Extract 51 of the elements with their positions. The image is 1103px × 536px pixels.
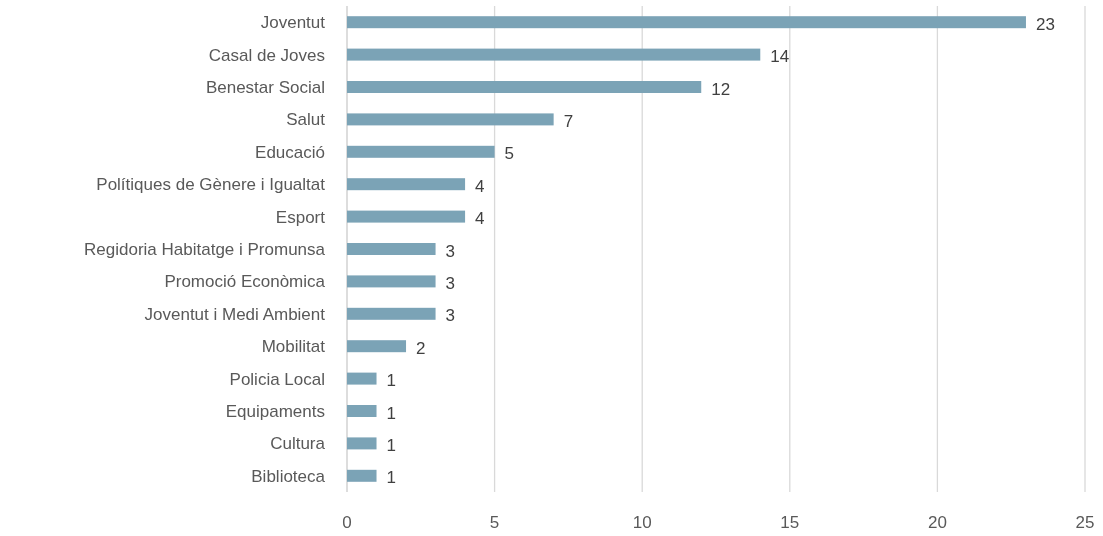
- y-tick-label: Joventut: [260, 13, 326, 33]
- y-tick-label: Regidoria Habitatge i Promunsa: [84, 239, 326, 259]
- y-tick-label: Casal de Joves: [208, 45, 325, 65]
- y-tick-label: Salut: [286, 110, 326, 130]
- x-tick-label: 10: [632, 513, 652, 532]
- y-tick-label: Biblioteca: [251, 466, 326, 486]
- data-label: 5: [504, 144, 515, 164]
- x-tick-label: 5: [489, 513, 500, 532]
- y-tick-label: Esport: [275, 207, 326, 227]
- bar: [347, 48, 761, 61]
- data-label: 12: [711, 79, 731, 99]
- y-tick-label: Cultura: [270, 434, 326, 454]
- y-tick-label: Policia Local: [229, 369, 325, 389]
- bar: [347, 307, 436, 320]
- data-label: 1: [386, 371, 396, 391]
- data-label: 4: [475, 209, 485, 229]
- bar: [347, 437, 377, 450]
- bar: [347, 16, 1026, 29]
- x-tick-label: 20: [927, 513, 947, 532]
- y-tick-label: Polítiques de Gènere i Igualtat: [96, 175, 326, 195]
- y-tick-label: Equipaments: [225, 401, 325, 421]
- data-label: 23: [1035, 14, 1055, 34]
- bar: [347, 210, 466, 223]
- data-label: 3: [445, 274, 456, 294]
- data-label: 1: [386, 436, 396, 456]
- bar: [347, 405, 377, 417]
- bar: [347, 145, 495, 158]
- bar: [347, 243, 436, 255]
- data-label: 7: [563, 112, 574, 132]
- bar: [347, 178, 466, 191]
- data-label: 4: [475, 176, 485, 196]
- bar: [347, 372, 377, 385]
- y-tick-label: Joventut i Medi Ambient: [144, 304, 326, 324]
- bar: [347, 469, 377, 482]
- y-tick-label: Promoció Econòmica: [164, 272, 326, 292]
- x-tick-label: 15: [780, 513, 800, 532]
- data-label: 3: [445, 241, 456, 261]
- y-tick-label: Benestar Social: [205, 77, 325, 97]
- x-tick-label: 0: [342, 513, 352, 532]
- data-label: 1: [386, 468, 396, 488]
- data-label: 2: [416, 338, 426, 358]
- y-tick-label: Mobilitat: [261, 337, 326, 357]
- bar: [347, 113, 554, 126]
- data-label: 1: [386, 403, 396, 423]
- bar: [347, 275, 436, 288]
- y-tick-label: Educació: [255, 142, 325, 162]
- bar: [347, 340, 407, 353]
- data-label: 14: [770, 47, 790, 67]
- x-tick-label: 25: [1075, 513, 1095, 532]
- data-label: 3: [445, 306, 456, 326]
- bar: [347, 81, 702, 93]
